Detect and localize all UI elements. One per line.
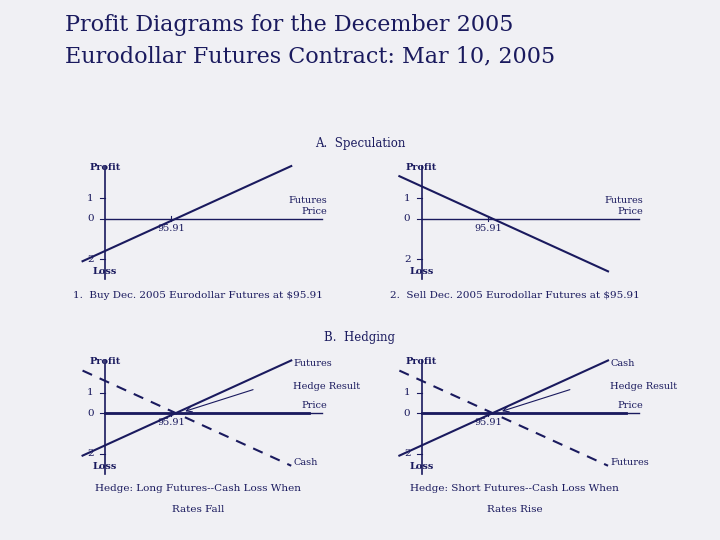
- Text: 2.  Sell Dec. 2005 Eurodollar Futures at $95.91: 2. Sell Dec. 2005 Eurodollar Futures at …: [390, 291, 639, 300]
- Text: Futures
Price: Futures Price: [288, 196, 327, 215]
- Text: B.  Hedging: B. Hedging: [325, 331, 395, 344]
- Text: Price: Price: [618, 401, 644, 410]
- Text: 0: 0: [404, 214, 410, 223]
- Text: 95.91: 95.91: [158, 418, 185, 427]
- Text: Futures: Futures: [611, 458, 649, 467]
- Text: 2: 2: [87, 449, 94, 458]
- Text: Loss: Loss: [93, 462, 117, 471]
- Text: 95.91: 95.91: [158, 224, 185, 233]
- Text: Hedge Result: Hedge Result: [611, 382, 678, 392]
- Text: Profit: Profit: [89, 357, 120, 367]
- Text: Rates Rise: Rates Rise: [487, 505, 543, 514]
- Text: 95.91: 95.91: [474, 224, 502, 233]
- Text: 1: 1: [404, 388, 410, 397]
- Text: 95.91: 95.91: [474, 418, 502, 427]
- Text: 0: 0: [87, 214, 94, 223]
- Text: Rates Fall: Rates Fall: [172, 505, 224, 514]
- Text: Futures: Futures: [294, 359, 332, 368]
- Text: Profit: Profit: [406, 357, 437, 367]
- Text: 1: 1: [87, 194, 94, 203]
- Text: Loss: Loss: [410, 462, 433, 471]
- Text: 1.  Buy Dec. 2005 Eurodollar Futures at $95.91: 1. Buy Dec. 2005 Eurodollar Futures at $…: [73, 291, 323, 300]
- Text: 1: 1: [404, 194, 410, 203]
- Text: Profit: Profit: [89, 163, 120, 172]
- Text: Hedge Result: Hedge Result: [294, 382, 361, 392]
- Text: Hedge: Short Futures--Cash Loss When: Hedge: Short Futures--Cash Loss When: [410, 484, 619, 494]
- Text: 1: 1: [87, 388, 94, 397]
- Text: Cash: Cash: [294, 458, 318, 467]
- Text: Loss: Loss: [93, 267, 117, 276]
- Text: 0: 0: [87, 409, 94, 417]
- Text: Cash: Cash: [611, 359, 634, 368]
- Text: 2: 2: [404, 255, 410, 264]
- Text: Futures
Price: Futures Price: [605, 196, 644, 215]
- Text: A.  Speculation: A. Speculation: [315, 137, 405, 150]
- Text: Profit: Profit: [406, 163, 437, 172]
- Text: Price: Price: [301, 401, 327, 410]
- Text: Loss: Loss: [410, 267, 433, 276]
- Text: Hedge: Long Futures--Cash Loss When: Hedge: Long Futures--Cash Loss When: [95, 484, 301, 494]
- Text: Eurodollar Futures Contract: Mar 10, 2005: Eurodollar Futures Contract: Mar 10, 200…: [65, 46, 555, 68]
- Text: 0: 0: [404, 409, 410, 417]
- Text: 2: 2: [87, 255, 94, 264]
- Text: 2: 2: [404, 449, 410, 458]
- Text: Profit Diagrams for the December 2005: Profit Diagrams for the December 2005: [65, 14, 513, 36]
